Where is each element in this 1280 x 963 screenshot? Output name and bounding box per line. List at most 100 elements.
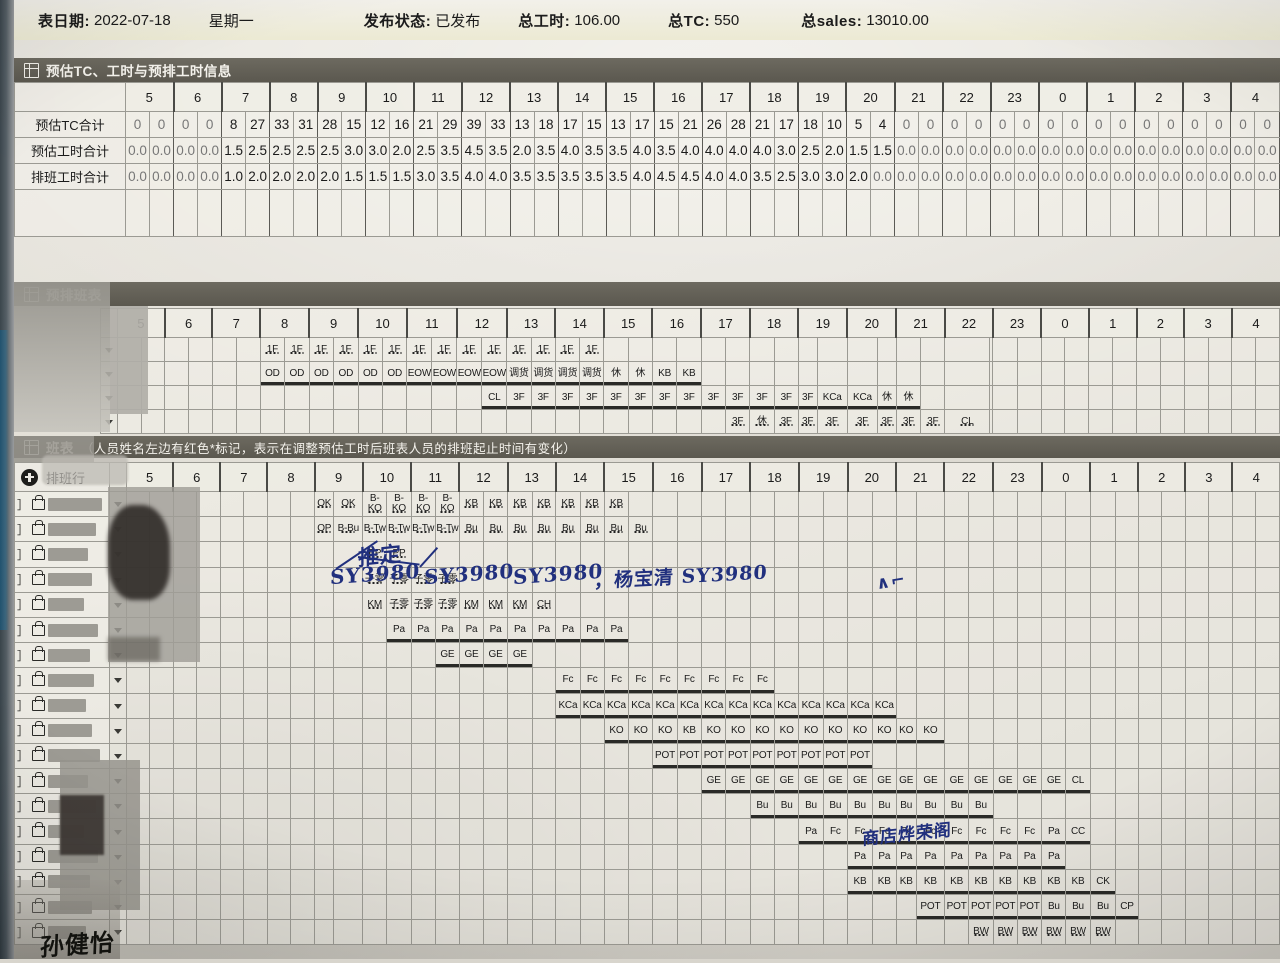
shift-cell[interactable]: 3F bbox=[797, 385, 818, 410]
shift-cell[interactable]: KM bbox=[458, 591, 485, 618]
shift-cell[interactable]: Bu bbox=[822, 793, 849, 820]
shift-cell[interactable]: 调货 bbox=[506, 361, 532, 386]
shift-cell[interactable]: 休 bbox=[749, 409, 775, 434]
lock-icon[interactable] bbox=[32, 645, 46, 661]
shift-cell[interactable]: KCa bbox=[652, 692, 678, 719]
shift-cell[interactable]: Pa bbox=[895, 843, 917, 870]
employee-name-cell[interactable]: ］ bbox=[14, 793, 110, 820]
employee-name-cell[interactable]: ］ bbox=[14, 843, 110, 870]
shift-cell[interactable]: Bu bbox=[1041, 893, 1067, 921]
shift-cell[interactable]: Bu bbox=[458, 516, 485, 543]
lock-icon[interactable] bbox=[32, 595, 46, 611]
row-expand-toggle[interactable] bbox=[109, 692, 127, 719]
lock-icon[interactable] bbox=[32, 570, 46, 586]
shift-cell[interactable]: KCa bbox=[846, 385, 879, 410]
shift-cell[interactable]: GE bbox=[483, 642, 509, 669]
employee-name-cell[interactable]: ］ bbox=[14, 692, 110, 719]
shift-cell[interactable]: Pa bbox=[943, 843, 970, 870]
shift-cell[interactable]: Pa bbox=[458, 616, 485, 644]
shift-cell[interactable]: KB bbox=[603, 490, 630, 518]
shift-cell[interactable]: KCa bbox=[871, 692, 897, 719]
shift-cell[interactable]: POT bbox=[652, 742, 678, 770]
shift-cell[interactable]: Pa bbox=[579, 616, 605, 644]
shift-cell[interactable]: Bu bbox=[1065, 893, 1091, 921]
shift-cell[interactable]: 3F bbox=[579, 385, 605, 410]
row-expand-toggle[interactable] bbox=[109, 793, 127, 820]
employee-name-cell[interactable]: ］ bbox=[14, 566, 110, 593]
shift-cell[interactable]: 1F bbox=[554, 337, 581, 362]
shift-cell[interactable]: Pa bbox=[483, 616, 509, 644]
shift-cell[interactable]: 3F bbox=[724, 385, 751, 410]
shift-cell[interactable]: Pa bbox=[555, 616, 581, 644]
shift-cell[interactable]: CH bbox=[531, 591, 557, 618]
shift-cell[interactable]: 3F bbox=[651, 385, 678, 410]
shift-cell[interactable]: POT bbox=[915, 893, 945, 921]
shift-cell[interactable]: KO bbox=[749, 717, 776, 744]
shift-cell[interactable]: GE bbox=[915, 768, 945, 795]
shift-cell[interactable]: Bu bbox=[579, 516, 605, 543]
lock-icon[interactable] bbox=[32, 721, 46, 737]
shift-cell[interactable]: KB bbox=[1016, 868, 1043, 896]
shift-cell[interactable]: Fc bbox=[1016, 818, 1043, 845]
shift-cell[interactable]: 1F bbox=[284, 337, 310, 362]
employee-name-cell[interactable]: ］ bbox=[14, 541, 110, 568]
shift-cell[interactable]: POT bbox=[725, 742, 751, 770]
shift-cell[interactable]: POT bbox=[822, 742, 849, 770]
shift-cell[interactable]: Bu bbox=[628, 516, 654, 543]
shift-cell[interactable]: 1F bbox=[259, 337, 286, 362]
shift-cell[interactable]: GE bbox=[822, 768, 849, 795]
shift-cell[interactable]: 调货 bbox=[554, 361, 581, 386]
shift-cell[interactable]: 3F bbox=[816, 409, 848, 434]
shift-cell[interactable]: 1F bbox=[456, 337, 483, 362]
shift-cell[interactable]: 3F bbox=[773, 385, 799, 410]
shift-cell[interactable]: 1F bbox=[308, 337, 335, 362]
shift-cell[interactable]: Fc bbox=[579, 667, 605, 694]
lock-icon[interactable] bbox=[32, 771, 46, 787]
lock-icon[interactable] bbox=[32, 822, 46, 838]
shift-cell[interactable]: Fc bbox=[968, 818, 994, 845]
shift-cell[interactable]: Fc bbox=[895, 818, 917, 845]
shift-cell[interactable]: OD bbox=[357, 361, 384, 386]
lock-icon[interactable] bbox=[32, 696, 46, 712]
lock-icon[interactable] bbox=[32, 897, 46, 913]
shift-cell[interactable]: CK bbox=[1089, 868, 1117, 896]
shift-cell[interactable]: Pa bbox=[871, 843, 897, 870]
shift-cell[interactable]: 休 bbox=[895, 385, 922, 410]
shift-cell[interactable]: BW bbox=[992, 919, 1018, 946]
shift-cell[interactable]: POT bbox=[676, 742, 703, 770]
row-expand-toggle[interactable] bbox=[109, 566, 127, 593]
shift-cell[interactable]: BW bbox=[1089, 919, 1117, 946]
shift-cell[interactable]: Pa bbox=[992, 843, 1018, 870]
shift-cell[interactable]: Fc bbox=[676, 667, 703, 694]
row-expand-toggle[interactable] bbox=[100, 337, 118, 362]
shift-cell[interactable]: BW bbox=[968, 919, 994, 946]
shift-cell[interactable]: 1F bbox=[431, 337, 458, 362]
shift-cell[interactable]: KM bbox=[362, 591, 388, 618]
shift-cell[interactable]: 3F bbox=[895, 409, 922, 434]
shift-cell[interactable]: GE bbox=[895, 768, 917, 795]
shift-cell[interactable]: KO bbox=[798, 717, 824, 744]
shift-cell[interactable]: Pa bbox=[1041, 818, 1067, 845]
shift-cell[interactable]: 1F bbox=[381, 337, 408, 362]
shift-cell[interactable]: 子零 bbox=[410, 566, 436, 593]
shift-cell[interactable]: Fc bbox=[725, 667, 751, 694]
shift-cell[interactable]: KB bbox=[651, 361, 678, 386]
shift-cell[interactable]: BW bbox=[1041, 919, 1067, 946]
shift-cell[interactable]: KM bbox=[507, 591, 533, 618]
employee-name-cell[interactable]: ］ bbox=[14, 516, 110, 543]
shift-cell[interactable]: KB bbox=[676, 361, 702, 386]
shift-cell[interactable]: Bu bbox=[749, 793, 776, 820]
shift-cell[interactable]: KB bbox=[968, 868, 994, 896]
shift-cell[interactable]: OD bbox=[284, 361, 310, 386]
shift-cell[interactable]: B-Tw bbox=[386, 516, 412, 543]
shift-cell[interactable]: OD bbox=[381, 361, 408, 386]
shift-cell[interactable]: KCa bbox=[579, 692, 605, 719]
row-expand-toggle[interactable] bbox=[109, 919, 127, 946]
shift-cell[interactable]: B-KO bbox=[386, 490, 412, 518]
shift-cell[interactable]: 1F bbox=[333, 337, 359, 362]
shift-cell[interactable]: Pa bbox=[915, 843, 945, 870]
shift-cell[interactable]: 子零 bbox=[434, 566, 460, 593]
shift-cell[interactable]: 3F bbox=[506, 385, 532, 410]
shift-cell[interactable]: PP bbox=[386, 541, 412, 568]
shift-cell[interactable]: 3F bbox=[530, 385, 556, 410]
